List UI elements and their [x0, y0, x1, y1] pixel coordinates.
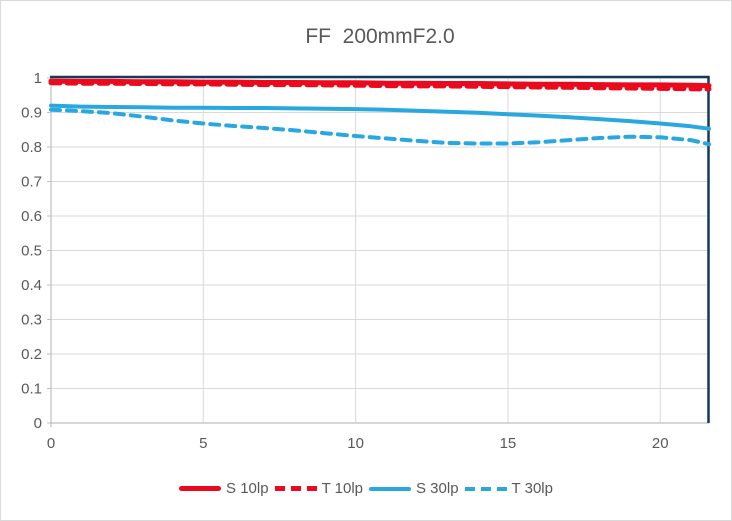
y-tick-label: 0.6 — [21, 208, 42, 225]
series-line-t-10lp — [48, 80, 712, 92]
legend-label-t-10lp: T 10lp — [321, 480, 363, 497]
y-tick-label: 1 — [34, 70, 42, 87]
plot-border — [50, 75, 710, 423]
legend-marker-solid-s-30lp — [369, 486, 411, 491]
x-tick-label: 0 — [47, 435, 55, 452]
series-line-s-30lp — [49, 103, 711, 131]
y-tick-label: 0.4 — [21, 277, 42, 294]
legend-item-s-10lp: S 10lp — [179, 480, 269, 497]
y-tick-label: 0.5 — [21, 243, 42, 260]
legend-item-s-30lp: S 30lp — [369, 480, 459, 497]
y-tick-label: 0.3 — [21, 312, 42, 329]
legend-label-s-30lp: S 30lp — [416, 480, 459, 497]
x-tick-label: 15 — [500, 435, 517, 452]
x-tick-label: 10 — [347, 435, 364, 452]
legend-marker-dashed-t-10lp — [274, 486, 317, 491]
legend-marker-solid-s-10lp — [179, 486, 222, 491]
y-tick-label: 0.8 — [21, 139, 42, 156]
legend-item-t-10lp: T 10lp — [274, 480, 363, 497]
legend-label-s-10lp: S 10lp — [226, 480, 269, 497]
legend: S 10lp T 10lp S 30lp T 30lp — [1, 480, 731, 497]
series-line-t-30lp — [49, 107, 711, 147]
y-tick-label: 0.1 — [21, 381, 42, 398]
chart-title: FF 200mmF2.0 — [305, 25, 455, 48]
y-tick-label: 0.2 — [21, 346, 42, 363]
legend-label-t-30lp: T 30lp — [511, 480, 553, 497]
x-tick-label: 20 — [652, 435, 669, 452]
y-tick-label: 0 — [34, 415, 42, 432]
legend-marker-dashed-t-30lp — [464, 486, 507, 491]
x-tick-label: 5 — [199, 435, 207, 452]
y-tick-label: 0.9 — [21, 105, 42, 122]
y-tick-label: 0.7 — [21, 174, 42, 191]
legend-item-t-30lp: T 30lp — [464, 480, 553, 497]
